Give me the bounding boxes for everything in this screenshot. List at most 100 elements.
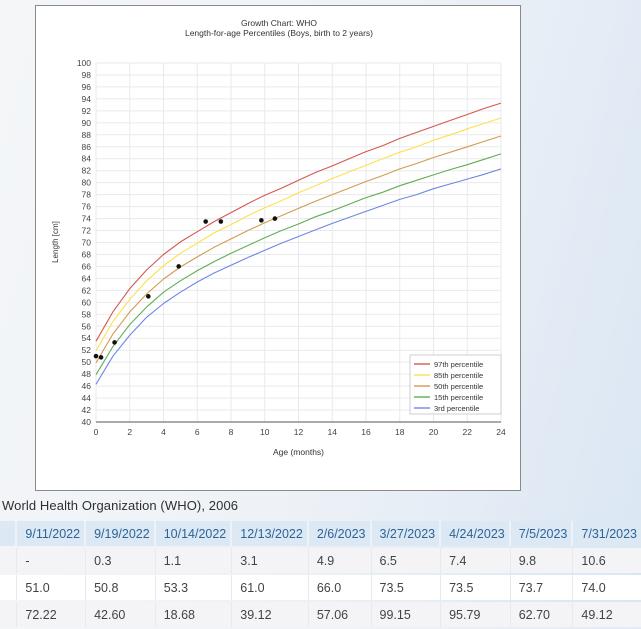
table-cell: 61.0: [232, 575, 309, 600]
table-row: 72.22 42.60 18.68 39.12 57.06 99.15 95.79 62.70…: [0, 602, 641, 627]
table-cell: 51.0: [17, 575, 87, 600]
table-header-date[interactable]: 2/6/2023: [308, 521, 372, 546]
percentile-curve-3rd: [95, 168, 502, 385]
growth-chart: 0 2 4 6 8 10 12 14 16 18 20 22 244042444648505254565…: [51, 18, 506, 457]
table-cell: -: [17, 548, 87, 573]
y-tick-label: 62: [82, 285, 92, 295]
x-tick-label: 6: [195, 427, 200, 437]
legend-box: [409, 354, 502, 415]
table-body: -0.3 1.1 3.1 4.9 6.5 7.4 9.8 10.6 51.0 50.8 53.3 61…: [0, 548, 641, 627]
scatter-point: [259, 218, 264, 223]
table-cell: 18.68: [155, 602, 233, 627]
table-cell: 3.1: [232, 548, 309, 573]
y-tick-label: 66: [82, 261, 92, 271]
table-header-date[interactable]: 3/27/2023: [371, 521, 442, 546]
x-tick-label: 22: [463, 427, 473, 437]
x-axis-label: Age (months): [273, 447, 324, 457]
y-tick-label: 44: [82, 393, 92, 403]
table-cell: 50.8: [86, 575, 156, 600]
x-tick-label: 10: [260, 427, 270, 437]
table-header-date[interactable]: 9/11/2022: [17, 521, 87, 546]
table-row: -0.3 1.1 3.1 4.9 6.5 7.4 9.8 10.6: [0, 548, 641, 573]
y-tick-label: 72: [82, 226, 92, 236]
x-tick-label: 8: [229, 427, 234, 437]
y-tick-label: 48: [82, 369, 92, 379]
x-tick-label: 12: [294, 427, 304, 437]
table-header-row: 9/11/2022 9/19/2022 10/14/2022 12/13/2022 2/…: [0, 521, 641, 546]
table-header-date[interactable]: 9/19/2022: [86, 521, 156, 546]
x-tick-label: 4: [161, 427, 166, 437]
y-tick-label: 82: [82, 166, 92, 176]
y-tick-label: 70: [82, 238, 92, 248]
y-tick-label: 58: [82, 309, 92, 319]
table-header-date[interactable]: 7/31/2023: [573, 521, 641, 546]
table-cell: 57.06: [308, 602, 372, 627]
table-cell: 53.3: [155, 575, 233, 600]
scatter-point: [93, 353, 99, 359]
y-tick-label: 78: [82, 190, 92, 200]
y-tick-label: 88: [82, 130, 92, 140]
table-cell-spacer: [0, 548, 18, 573]
y-tick-label: 76: [82, 202, 92, 212]
percentile-curve-85th: [95, 117, 502, 352]
legend-label: 50th percentile: [434, 382, 483, 391]
table-cell-spacer: [0, 575, 18, 600]
growth-chart-panel: 0 2 4 6 8 10 12 14 16 18 20 22 24 40 42 44 46 48 50 52 54 56 5…: [35, 5, 521, 491]
y-tick-label: 56: [82, 321, 92, 331]
table-cell-spacer: [0, 602, 18, 627]
scatter-point: [272, 216, 278, 221]
y-axis-label: Length [cm]: [51, 221, 60, 263]
scatter-point: [98, 355, 104, 360]
y-tick-label: 90: [82, 118, 92, 128]
table-header-date[interactable]: 10/14/2022: [155, 521, 233, 546]
y-tick-label: 100: [77, 58, 91, 68]
y-tick-label: 54: [82, 333, 92, 343]
table-header-date[interactable]: 4/24/2023: [441, 521, 511, 546]
y-tick-label: 68: [82, 249, 92, 259]
chart-title: Growth Chart: WHO: [241, 18, 317, 28]
percentile-curve-97th: [95, 102, 502, 342]
percentile-curve-15th: [95, 153, 502, 375]
x-tick-label: 0: [94, 427, 99, 437]
x-tick-label: 20: [429, 427, 439, 437]
percentile-curve-50th: [95, 135, 502, 364]
table-cell: 49.12: [573, 602, 641, 627]
table-cell: 42.60: [86, 602, 156, 627]
table-cell: 99.15: [371, 602, 442, 627]
legend-label: 15th percentile: [434, 393, 483, 402]
source-note: World Health Organization (WHO), 2006: [2, 498, 239, 513]
table-header-date[interactable]: 12/13/2022: [232, 521, 309, 546]
table-header-spacer: [0, 521, 18, 546]
table-header-date[interactable]: 7/5/2023: [510, 521, 574, 546]
table-cell: 74.0: [573, 575, 641, 600]
scatter-point: [218, 219, 224, 224]
table-cell: 73.5: [441, 575, 511, 600]
table-cell: 62.70: [510, 602, 574, 627]
legend-label: 85th percentile: [434, 371, 483, 380]
y-tick-label: 42: [82, 405, 92, 415]
table-cell: 39.12: [232, 602, 309, 627]
chart-subtitle: Length-for-age Percentiles (Boys, birth …: [185, 28, 373, 38]
table-cell: 9.8: [510, 548, 574, 573]
table-cell: 10.6: [573, 548, 641, 573]
table-cell: 66.0: [308, 575, 372, 600]
table-cell: 73.5: [371, 575, 442, 600]
table-head: 9/11/2022 9/19/2022 10/14/2022 12/13/2022 2/…: [0, 521, 641, 546]
x-tick-label: 14: [328, 427, 338, 437]
table-cell: 1.1: [155, 548, 233, 573]
table-cell: 0.3: [86, 548, 156, 573]
y-tick-label: 92: [82, 106, 92, 116]
y-tick-label: 80: [82, 178, 92, 188]
scatter-point: [146, 294, 151, 299]
scatter-point: [203, 219, 208, 224]
y-tick-label: 74: [82, 214, 92, 224]
y-tick-label: 40: [82, 417, 92, 427]
x-tick-label: 16: [361, 427, 371, 437]
y-tick-label: 94: [82, 94, 92, 104]
y-tick-label: 46: [82, 381, 92, 391]
table-cell: 7.4: [441, 548, 511, 573]
y-tick-label: 52: [82, 345, 92, 355]
table-cell: 95.79: [441, 602, 511, 627]
measurements-table: 9/11/2022 9/19/2022 10/14/2022 12/13/2022 2/…: [0, 519, 641, 629]
y-tick-label: 96: [82, 82, 92, 92]
